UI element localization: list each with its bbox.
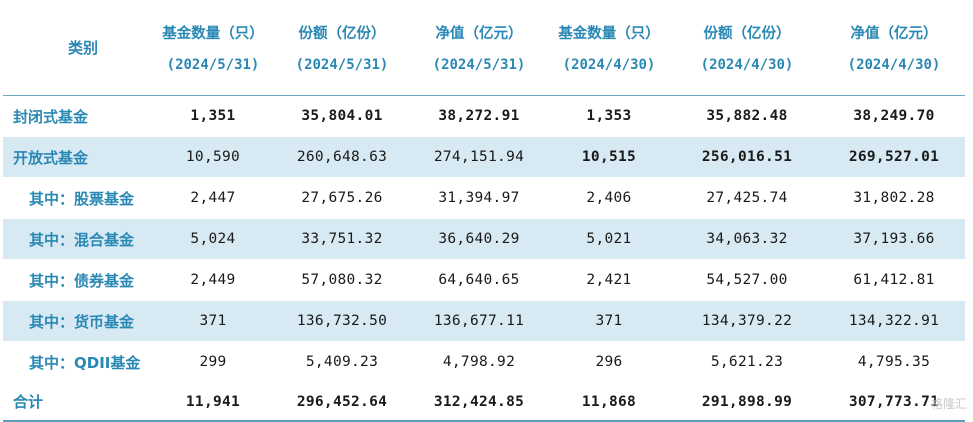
table-cell: 64,640.65: [438, 272, 520, 288]
table-cell: 38,272.91: [438, 108, 520, 124]
header-date: (2024/5/31): [432, 56, 526, 73]
table-header: 类别 基金数量（只） (2024/5/31) 份额（亿份） (2024/5/31…: [3, 0, 965, 96]
table-cell: 61,412.81: [853, 272, 935, 288]
table-cell: 134,379.22: [701, 313, 793, 329]
table-cell: 2,447: [190, 190, 236, 206]
table-row: 其中：货币基金 371 136,732.50 136,677.11 371 13…: [3, 301, 965, 342]
table-cell: 2,421: [586, 272, 632, 288]
table-cell: 27,675.26: [301, 190, 383, 206]
header-title: 份额（亿份）: [703, 25, 791, 42]
fund-statistics-table: 类别 基金数量（只） (2024/5/31) 份额（亿份） (2024/5/31…: [3, 0, 965, 422]
header-col-nav-may: 净值（亿元） (2024/5/31): [411, 8, 547, 88]
category-header: 类别: [67, 39, 98, 57]
row-label: 其中：混合基金: [29, 230, 135, 249]
row-label: 其中：QDII基金: [29, 353, 141, 372]
table-cell: 2,449: [190, 272, 236, 288]
table-cell: 11,868: [581, 393, 637, 410]
table-cell: 274,151.94: [433, 149, 525, 165]
row-label: 封闭式基金: [13, 107, 89, 126]
table-cell: 1,351: [190, 108, 236, 124]
table-cell: 5,621.23: [710, 354, 784, 370]
table-cell: 299: [199, 354, 227, 370]
table-cell: 296,452.64: [296, 393, 388, 410]
table-cell: 5,024: [190, 231, 236, 247]
header-col-nav-apr: 净值（亿元） (2024/4/30): [823, 8, 965, 88]
table-row: 开放式基金 10,590 260,648.63 274,151.94 10,51…: [3, 137, 965, 178]
table-cell: 35,882.48: [706, 108, 788, 124]
table-cell: 31,394.97: [438, 190, 520, 206]
table-row: 其中：QDII基金 299 5,409.23 4,798.92 296 5,62…: [3, 342, 965, 383]
row-label: 合计: [13, 393, 44, 411]
header-date: (2024/5/31): [166, 56, 260, 73]
header-title: 净值（亿元）: [850, 25, 938, 42]
table-cell: 27,425.74: [706, 190, 788, 206]
table-cell: 291,898.99: [701, 393, 793, 410]
table-cell: 307,773.71: [848, 393, 940, 410]
table-cell: 4,795.35: [857, 354, 931, 370]
table-cell: 312,424.85: [433, 393, 525, 410]
table-cell: 256,016.51: [701, 149, 793, 165]
table-cell: 4,798.92: [442, 354, 516, 370]
header-title: 基金数量（只）: [558, 25, 660, 42]
table-cell: 2,406: [586, 190, 632, 206]
header-date: (2024/4/30): [847, 56, 941, 73]
table-cell: 5,409.23: [305, 354, 379, 370]
table-cell: 37,193.66: [853, 231, 935, 247]
header-col-count-may: 基金数量（只） (2024/5/31): [153, 8, 273, 88]
header-col-count-apr: 基金数量（只） (2024/4/30): [547, 8, 671, 88]
table-cell: 36,640.29: [438, 231, 520, 247]
table-cell: 1,353: [586, 108, 632, 124]
table-cell: 34,063.32: [706, 231, 788, 247]
table-cell: 33,751.32: [301, 231, 383, 247]
table-row-total: 合计 11,941 296,452.64 312,424.85 11,868 2…: [3, 383, 965, 422]
table-cell: 10,515: [581, 149, 637, 165]
watermark: 格隆汇: [930, 397, 967, 411]
header-title: 份额（亿份）: [298, 25, 386, 42]
table-cell: 10,590: [185, 149, 241, 165]
table-cell: 35,804.01: [301, 108, 383, 124]
header-date: (2024/4/30): [562, 56, 656, 73]
table-row: 其中：股票基金 2,447 27,675.26 31,394.97 2,406 …: [3, 178, 965, 219]
header-title: 基金数量（只）: [162, 25, 264, 42]
table-cell: 136,732.50: [296, 313, 388, 329]
table-cell: 54,527.00: [706, 272, 788, 288]
row-label: 开放式基金: [13, 148, 89, 167]
table-cell: 38,249.70: [853, 108, 935, 124]
header-col-shares-apr: 份额（亿份） (2024/4/30): [671, 8, 823, 88]
header-date: (2024/5/31): [295, 56, 389, 73]
table-cell: 11,941: [185, 393, 241, 410]
table-row: 封闭式基金 1,351 35,804.01 38,272.91 1,353 35…: [3, 96, 965, 137]
table-cell: 296: [595, 354, 623, 370]
row-label: 其中：股票基金: [29, 189, 135, 208]
table-cell: 5,021: [586, 231, 632, 247]
header-date: (2024/4/30): [700, 56, 794, 73]
table-cell: 57,080.32: [301, 272, 383, 288]
table-row: 其中：债券基金 2,449 57,080.32 64,640.65 2,421 …: [3, 260, 965, 301]
table-cell: 134,322.91: [848, 313, 940, 329]
table-cell: 260,648.63: [296, 149, 388, 165]
table-cell: 136,677.11: [433, 313, 525, 329]
row-label: 其中：货币基金: [29, 312, 135, 331]
header-col-shares-may: 份额（亿份） (2024/5/31): [273, 8, 411, 88]
table-cell: 371: [199, 313, 227, 329]
header-title: 净值（亿元）: [435, 25, 523, 42]
table-cell: 269,527.01: [848, 149, 940, 165]
row-label: 其中：债券基金: [29, 271, 135, 290]
table-cell: 371: [595, 313, 623, 329]
table-row: 其中：混合基金 5,024 33,751.32 36,640.29 5,021 …: [3, 219, 965, 260]
table-cell: 31,802.28: [853, 190, 935, 206]
